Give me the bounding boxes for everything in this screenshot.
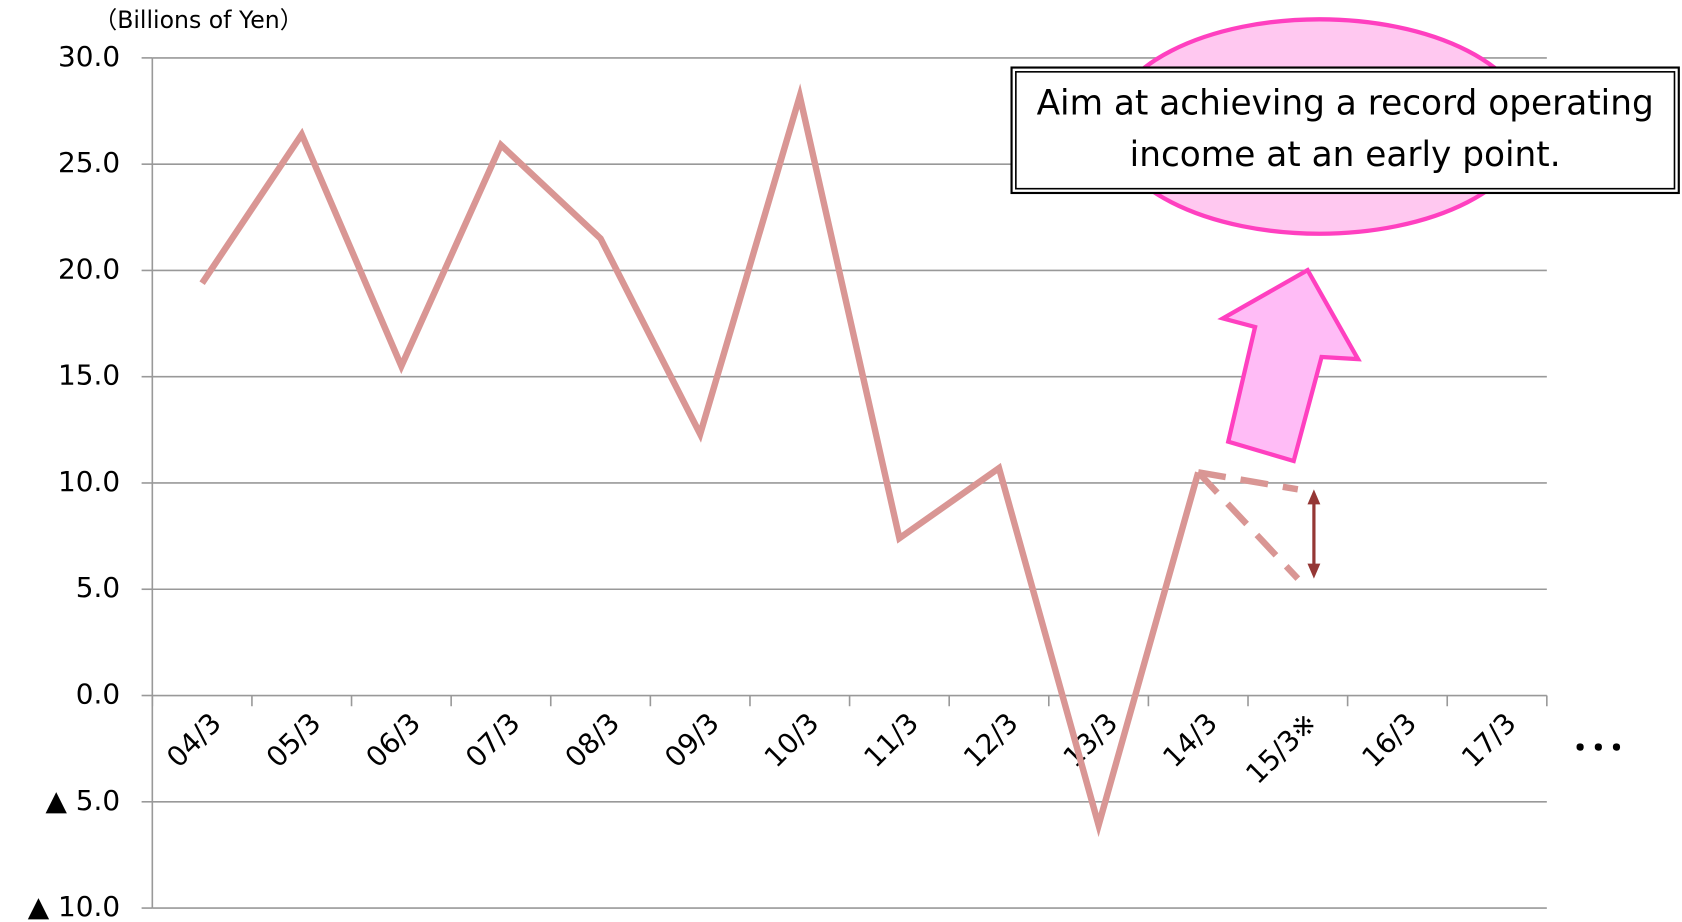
x-tick-label: 09/3 [658,706,726,774]
x-tick-label: 12/3 [957,706,1025,774]
y-tick-label: 0.0 [76,678,120,711]
annotation-box [1010,66,1680,195]
forecast-line [1195,470,1301,581]
y-tick-label: 15.0 [58,359,120,392]
plot-area: ▲ 10.0 ▲ 5.0 0.0 5.0 10.0 15.0 20.0 25.0 30.0 04/… [28,40,1548,922]
y-tick-label: 10.0 [58,465,120,498]
y-tick-label: ▲ 10.0 [28,890,120,922]
range-arrow-head [1307,563,1321,579]
x-tick-label: 06/3 [359,706,427,774]
x-tick-label: 15/3※ [1239,706,1323,790]
forecast-line [1197,469,1299,493]
annotation-box-inner [1015,71,1676,190]
up-arrow [1217,267,1362,464]
x-tick-label: 07/3 [459,706,527,774]
annotation-line: income at an early point. [1130,135,1561,175]
x-tick-label: 11/3 [857,706,925,774]
x-tick-label: 17/3 [1455,706,1523,774]
x-tick-label: 04/3 [160,706,228,774]
y-tick-label: 25.0 [58,146,120,179]
x-tick-label: 05/3 [260,706,328,774]
y-tick-label: 30.0 [58,40,120,73]
range-arrow-head [1307,489,1321,505]
continuation: ･･･ [1571,727,1626,770]
data-line [199,83,1202,838]
y-tick-label: 20.0 [58,252,120,285]
y-tick-label: ▲ 5.0 [45,784,120,817]
x-tick-label: 14/3 [1156,706,1224,774]
unit-label: （Billions of Yen） [94,6,304,34]
x-tick-label: 16/3 [1355,706,1423,774]
x-tick-label: 10/3 [758,706,826,774]
x-tick-label: 08/3 [559,706,627,774]
annotation-line: Aim at achieving a record operating [1037,84,1654,124]
y-tick-label: 5.0 [76,571,120,604]
